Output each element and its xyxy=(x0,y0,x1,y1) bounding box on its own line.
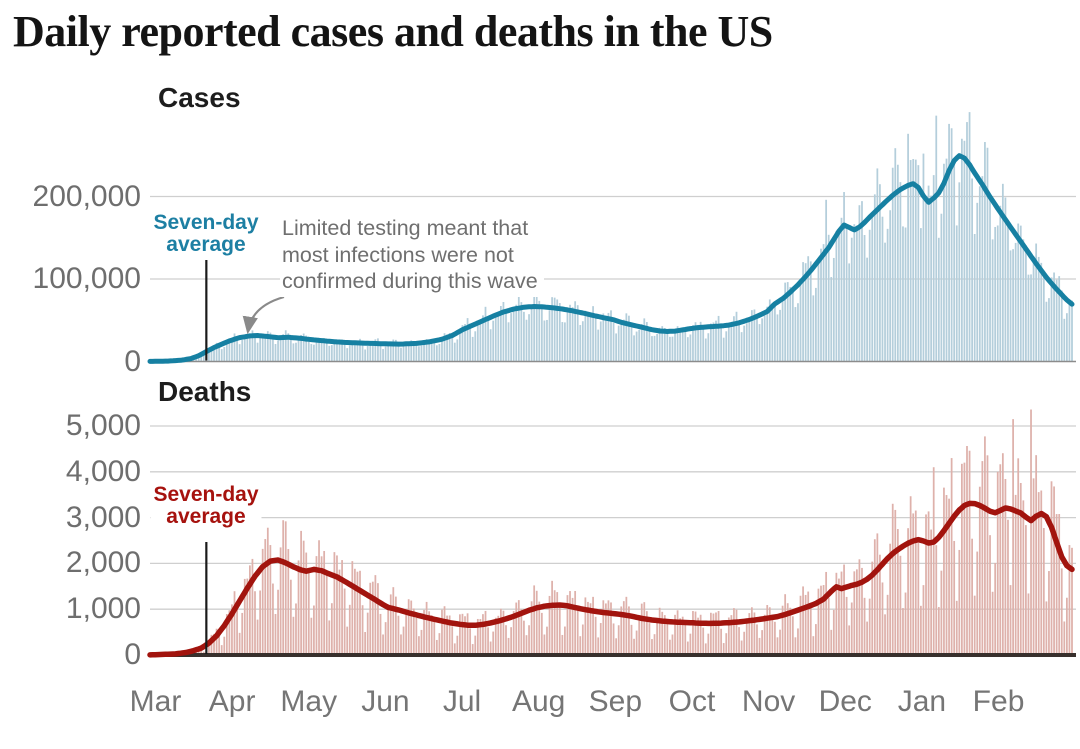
month-label-apr: Apr xyxy=(208,685,256,718)
cases-avg-line xyxy=(147,153,1075,364)
annotation-arrow-icon xyxy=(242,295,285,335)
month-label-oct: Oct xyxy=(668,685,716,718)
cases-seven-day-average-label: Seven-day average xyxy=(150,211,262,256)
deaths-y-tick-label: 1,000 xyxy=(65,592,141,626)
cases-avg-label-line-1: Seven-day xyxy=(153,211,259,234)
deaths-avg-label-line-1: Seven-day xyxy=(153,483,259,506)
month-label-feb: Feb xyxy=(972,685,1025,718)
deaths-seven-day-average-label: Seven-day average xyxy=(150,483,262,528)
deaths-y-tick-label: 5,000 xyxy=(65,409,141,442)
month-label-jul: Jul xyxy=(442,685,482,718)
cases-y-tick-label: 0 xyxy=(124,344,141,378)
deaths-avg-line xyxy=(147,500,1075,658)
month-label-sep: Sep xyxy=(588,685,643,718)
month-label-dec: Dec xyxy=(818,685,872,718)
deaths-avg-label-line-2: average xyxy=(166,505,246,528)
annotation-line-1: Limited testing meant that xyxy=(282,216,529,240)
month-label-jun: Jun xyxy=(361,685,410,718)
deaths-y-tick-label: 2,000 xyxy=(65,546,141,580)
month-label-mar: Mar xyxy=(129,685,182,718)
page-title: Daily reported cases and deaths in the U… xyxy=(13,7,773,56)
cases-y-tick-label: 200,000 xyxy=(32,179,141,213)
deaths-y-tick-label: 0 xyxy=(124,638,141,671)
month-label-may: May xyxy=(280,685,338,718)
deaths-y-tick-label: 4,000 xyxy=(65,454,141,488)
month-label-aug: Aug xyxy=(511,685,566,718)
deaths-bars xyxy=(156,409,1073,655)
month-label-jan: Jan xyxy=(897,685,947,718)
cases-panel-title: Cases xyxy=(158,82,241,113)
annotation-line-3: confirmed during this wave xyxy=(282,269,538,293)
cases-bars xyxy=(169,112,1073,362)
month-label-nov: Nov xyxy=(741,685,796,718)
limited-testing-annotation: Limited testing meant that most infectio… xyxy=(280,215,544,297)
cases-avg-label-line-2: average xyxy=(166,233,246,256)
deaths-panel-title: Deaths xyxy=(158,376,252,407)
cases-y-tick-label: 100,000 xyxy=(32,262,141,295)
deaths-y-tick-label: 3,000 xyxy=(65,500,141,534)
annotation-line-2: most infections were not xyxy=(282,242,514,267)
